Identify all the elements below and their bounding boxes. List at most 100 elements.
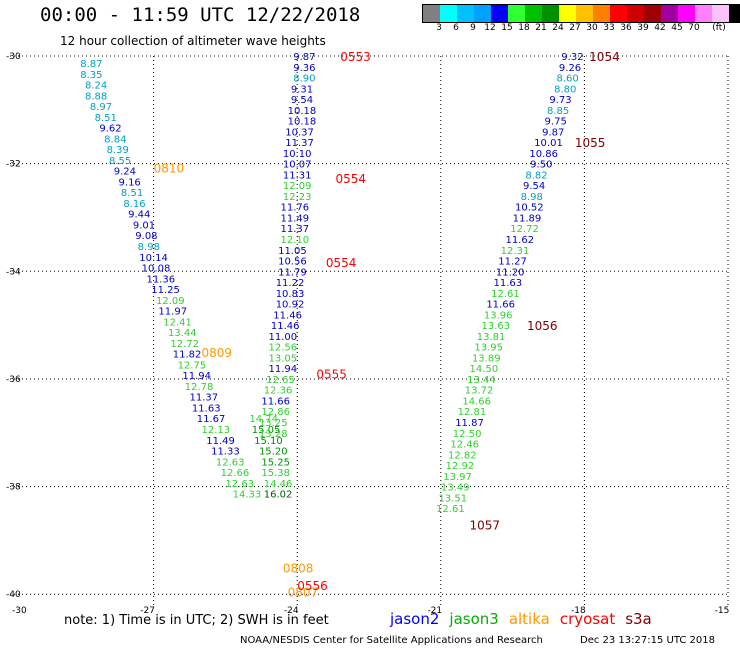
- wave-height-value: 8.51: [95, 113, 117, 124]
- wave-height-value: 12.13: [202, 425, 231, 436]
- color-scale-tick: (ft): [712, 23, 726, 33]
- y-tick-label: -40: [6, 590, 21, 600]
- wave-height-value: 8.98: [138, 242, 160, 253]
- axis-labels: -27 -24 -21 -18 -15 -30 -30 -32 -34 -36 -38 -40: [6, 52, 729, 616]
- color-swatch: [661, 5, 678, 22]
- pass-time-label: 0554: [326, 256, 357, 270]
- wave-height-value: 11.66: [486, 300, 515, 311]
- color-scale-ticks: 3 6 9 12 15 18 21 24 27 30 33 36 39 42 45 70 (ft): [422, 23, 732, 35]
- color-scale-tick: 36: [620, 23, 632, 33]
- wave-height-value: 11.49: [280, 213, 309, 224]
- wave-height-value: 12.86: [261, 407, 290, 418]
- legend-item-jason2: jason2: [390, 610, 440, 628]
- wave-height-value: 11.82: [173, 350, 202, 361]
- wave-height-value: 13.95: [474, 343, 503, 354]
- wave-height-value: 9.01: [133, 220, 155, 231]
- legend-item-altika: altika: [508, 610, 550, 628]
- wave-height-value: 8.84: [104, 134, 126, 145]
- generation-timestamp: Dec 23 13:27:15 UTC 2018: [580, 635, 715, 646]
- wave-height-value: 13.44: [467, 375, 496, 386]
- color-swatch: [610, 5, 627, 22]
- legend-item-jason3: jason3: [449, 610, 499, 628]
- wave-height-value: 13.63: [482, 321, 511, 332]
- x-tick-label: -27: [140, 606, 155, 616]
- wave-height-value: 15.25: [261, 457, 290, 468]
- wave-height-value: 10.10: [283, 149, 312, 160]
- wave-height-value: 9.50: [530, 160, 552, 171]
- wave-height-value: 13.96: [484, 310, 513, 321]
- wave-height-value: 10.37: [285, 127, 314, 138]
- y-tick-label: -38: [6, 483, 21, 493]
- x-tick-label: -18: [571, 606, 586, 616]
- wave-height-value: 12.66: [221, 468, 250, 479]
- wave-height-value: 12.50: [453, 429, 482, 440]
- wave-height-value: 12.10: [280, 235, 309, 246]
- wave-height-value: 9.44: [128, 210, 150, 221]
- wave-height-value: 11.00: [269, 332, 298, 343]
- wave-height-value: 10.86: [529, 149, 558, 160]
- wave-height-value: 12.63: [225, 479, 254, 490]
- color-scale-tick: 42: [654, 23, 666, 33]
- color-swatch: [525, 5, 542, 22]
- wave-height-value: 9.26: [559, 63, 581, 74]
- wave-height-value: 10.08: [142, 264, 171, 275]
- wave-height-value: 8.60: [557, 74, 579, 85]
- color-scale-tick: 18: [518, 23, 530, 33]
- wave-height-value: 13.89: [472, 353, 501, 364]
- wave-height-value: 12.75: [178, 360, 207, 371]
- wave-height-value: 14.74: [249, 414, 278, 425]
- wave-height-value: 8.88: [85, 91, 107, 102]
- color-scale-bar: [422, 4, 740, 23]
- wave-height-value: 12.82: [448, 450, 477, 461]
- wave-height-value: 16.02: [264, 490, 293, 501]
- color-swatch: [440, 5, 457, 22]
- wave-height-value: 11.66: [261, 396, 290, 407]
- pass-time-label: 1055: [575, 136, 606, 150]
- wave-height-value: 8.16: [123, 199, 145, 210]
- color-swatch: [457, 5, 474, 22]
- y-tick-label: -34: [6, 267, 21, 277]
- color-swatch: [712, 5, 729, 22]
- color-swatch: [627, 5, 644, 22]
- wave-height-value: 9.75: [545, 117, 567, 128]
- pass-time-label: 1057: [470, 518, 501, 532]
- wave-height-value: 11.94: [269, 364, 298, 375]
- color-swatch: [508, 5, 525, 22]
- wave-height-value: 9.73: [549, 95, 571, 106]
- wave-height-value: 9.36: [293, 63, 315, 74]
- wave-height-value: 15.10: [254, 436, 283, 447]
- credit-text: NOAA/NESDIS Center for Satellite Applica…: [240, 635, 543, 646]
- color-scale-tick: 33: [603, 23, 615, 33]
- wave-height-value: 8.82: [525, 170, 547, 181]
- wave-height-value: 11.63: [192, 403, 221, 414]
- wave-height-value: 11.63: [493, 278, 522, 289]
- wave-height-value: 9.87: [293, 52, 315, 63]
- color-scale-tick: 6: [453, 23, 459, 33]
- color-scale-tick: 39: [637, 23, 649, 33]
- wave-height-value: 14.66: [462, 396, 491, 407]
- wave-height-value: 9.87: [542, 127, 564, 138]
- wave-height-value: 12.78: [185, 382, 214, 393]
- wave-height-value: 14.33: [233, 490, 262, 501]
- wave-height-value: 10.18: [288, 117, 317, 128]
- color-scale-tick: 30: [586, 23, 598, 33]
- pass-time-label: 0555: [316, 368, 347, 382]
- wave-height-value: 12.36: [264, 386, 293, 397]
- legend-item-cryosat: cryosat: [559, 610, 616, 628]
- wave-height-value: 10.14: [139, 253, 168, 264]
- wave-height-value: 11.46: [271, 321, 300, 332]
- legend-item-s3a: s3a: [625, 610, 652, 628]
- wave-height-value: 11.37: [280, 224, 309, 235]
- wave-height-value: 11.25: [151, 285, 180, 296]
- wave-height-value: 12.63: [216, 457, 245, 468]
- wave-height-value: 14.50: [470, 364, 499, 375]
- wave-height-value: 12.72: [510, 224, 539, 235]
- wave-height-value: 11.94: [182, 371, 211, 382]
- wave-height-value: 11.27: [498, 257, 527, 268]
- pass-time-label: 0556: [297, 579, 328, 593]
- wave-height-value: 8.24: [85, 81, 107, 92]
- color-swatch: [593, 5, 610, 22]
- wave-height-value: 13.97: [443, 472, 472, 483]
- wave-height-value: 11.20: [496, 267, 525, 278]
- color-swatch: [729, 5, 740, 22]
